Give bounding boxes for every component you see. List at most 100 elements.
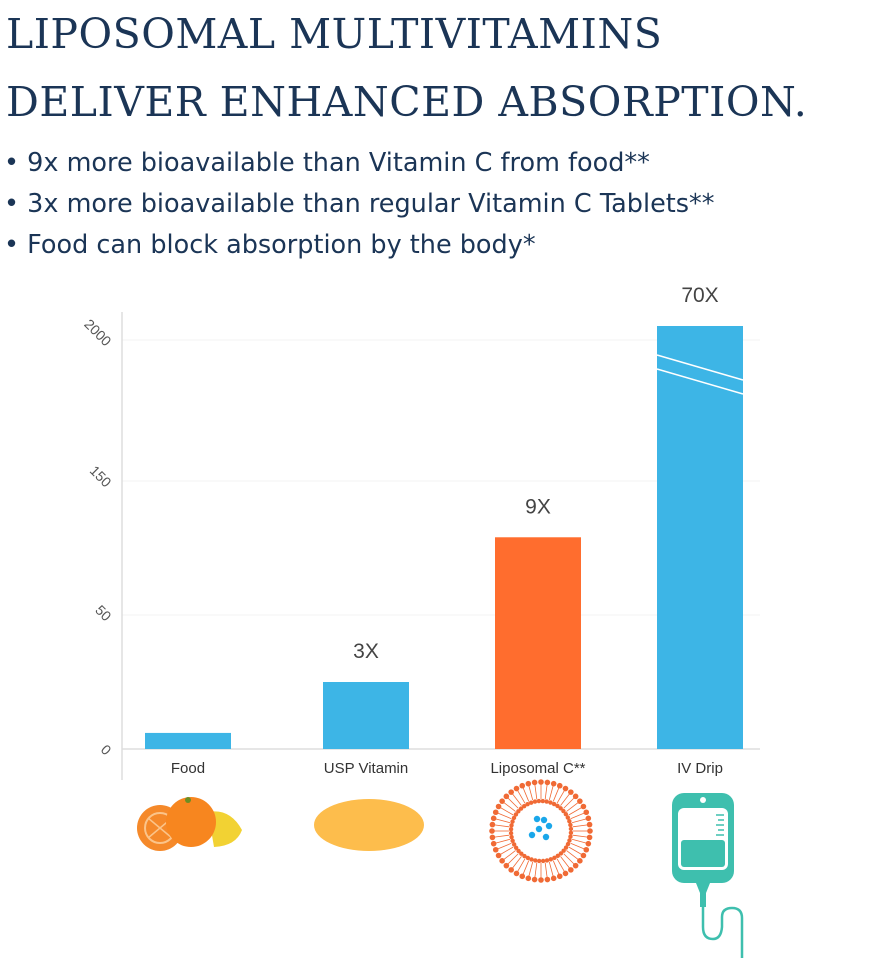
lipid-tail bbox=[497, 842, 512, 850]
lipid-head bbox=[525, 801, 530, 807]
lipid-head bbox=[516, 848, 521, 854]
lipid-head bbox=[556, 782, 563, 789]
lipid-tail bbox=[517, 790, 526, 804]
lipid-head bbox=[509, 823, 514, 828]
lipid-head bbox=[568, 789, 574, 795]
data-label: 70X bbox=[681, 284, 718, 307]
lipid-head bbox=[489, 821, 496, 828]
lipid-head bbox=[583, 809, 590, 816]
lipid-head bbox=[513, 812, 519, 817]
lipid-head bbox=[518, 806, 524, 811]
vitamin-dot bbox=[540, 816, 548, 824]
lipid-head bbox=[508, 830, 514, 836]
lipid-tail bbox=[570, 812, 585, 820]
lipid-head bbox=[492, 809, 499, 816]
lipid-head bbox=[544, 779, 551, 786]
lipid-tail bbox=[544, 862, 548, 878]
headline-line-2: DELIVER ENHANCED ABSORPTION. bbox=[6, 78, 808, 126]
lipid-tail bbox=[503, 850, 516, 860]
lipid-head bbox=[540, 798, 545, 804]
lipid-head bbox=[561, 848, 566, 853]
lipid-tail bbox=[528, 861, 534, 877]
headline-line-1: LIPOSOMAL MULTIVITAMINS bbox=[6, 10, 663, 58]
lipid-head bbox=[585, 815, 592, 822]
lipid-head bbox=[513, 785, 520, 792]
lipid-head bbox=[568, 867, 574, 873]
lipid-head bbox=[508, 827, 514, 832]
lipid-head bbox=[556, 873, 563, 880]
lipid-head bbox=[563, 845, 569, 850]
lipid-head bbox=[513, 845, 519, 851]
lipid-tail bbox=[500, 807, 514, 816]
lipid-tail bbox=[528, 785, 534, 801]
lipid-head bbox=[529, 800, 534, 805]
data-label: 3X bbox=[353, 640, 379, 663]
lipid-tail bbox=[534, 862, 538, 878]
lipid-tail bbox=[563, 853, 575, 865]
lipid-head bbox=[495, 852, 502, 859]
lipid-head bbox=[572, 862, 579, 869]
lipid-tail bbox=[568, 807, 582, 816]
lipid-head bbox=[577, 858, 583, 864]
lipid-tail bbox=[560, 793, 570, 806]
lipid-tail bbox=[560, 856, 570, 869]
lipid-head bbox=[565, 815, 571, 820]
lipid-head bbox=[521, 803, 527, 809]
tablet-icon bbox=[314, 799, 424, 851]
lipid-tail bbox=[548, 785, 554, 801]
lipid-head bbox=[550, 780, 557, 787]
vitamin-dot bbox=[535, 825, 543, 833]
y-tick-label: 2000 bbox=[81, 316, 114, 349]
lipid-head bbox=[525, 875, 532, 882]
lipid-head bbox=[561, 808, 566, 814]
lipid-head bbox=[558, 851, 564, 856]
oranges-icon bbox=[137, 797, 242, 851]
headline: LIPOSOMAL MULTIVITAMINS DELIVER ENHANCED… bbox=[6, 0, 807, 136]
lipid-head bbox=[548, 800, 553, 805]
lipid-head bbox=[499, 858, 505, 864]
lipid-head bbox=[568, 822, 573, 828]
lipid-head bbox=[586, 821, 593, 828]
lipid-head bbox=[544, 876, 551, 883]
lipid-head bbox=[489, 834, 496, 841]
benefit-item: 3x more bioavailable than regular Vitami… bbox=[4, 184, 714, 225]
lipid-head bbox=[565, 841, 571, 847]
lipid-tail bbox=[548, 861, 554, 877]
lipid-head bbox=[580, 803, 587, 810]
lipid-head bbox=[562, 785, 569, 792]
lipid-head bbox=[572, 793, 579, 800]
benefit-item: Food can block absorption by the body* bbox=[4, 225, 715, 266]
lipid-head bbox=[499, 798, 505, 804]
lipid-tail bbox=[507, 853, 519, 865]
category-label: Food bbox=[171, 760, 205, 777]
lipid-tail bbox=[494, 824, 510, 828]
lipid-head bbox=[555, 853, 561, 859]
lipid-head bbox=[522, 853, 527, 859]
lipid-head bbox=[567, 838, 572, 843]
lipid-tail bbox=[566, 850, 579, 860]
lipid-head bbox=[519, 851, 524, 856]
y-tick-label: 50 bbox=[92, 602, 114, 624]
lipid-head bbox=[532, 799, 538, 804]
lipid-head bbox=[533, 858, 538, 863]
lipid-tail bbox=[497, 812, 512, 820]
lipid-tail bbox=[512, 793, 522, 806]
vitamin-dot bbox=[545, 822, 553, 830]
category-label: IV Drip bbox=[677, 760, 723, 777]
bar bbox=[145, 732, 231, 749]
lipid-tail bbox=[495, 818, 511, 824]
lipid-head bbox=[490, 815, 497, 822]
bar bbox=[657, 326, 743, 749]
lipid-head bbox=[531, 876, 538, 883]
lipid-head bbox=[548, 857, 553, 862]
lipid-tail bbox=[495, 838, 511, 844]
lipid-head bbox=[568, 830, 574, 835]
category-label: Liposomal C** bbox=[490, 760, 585, 777]
lipid-head bbox=[495, 803, 502, 810]
lipid-head bbox=[551, 801, 557, 807]
lipid-head bbox=[577, 798, 583, 804]
lipid-head bbox=[563, 811, 569, 817]
lipid-head bbox=[489, 828, 495, 834]
bar bbox=[495, 537, 581, 749]
lipid-head bbox=[567, 819, 572, 824]
